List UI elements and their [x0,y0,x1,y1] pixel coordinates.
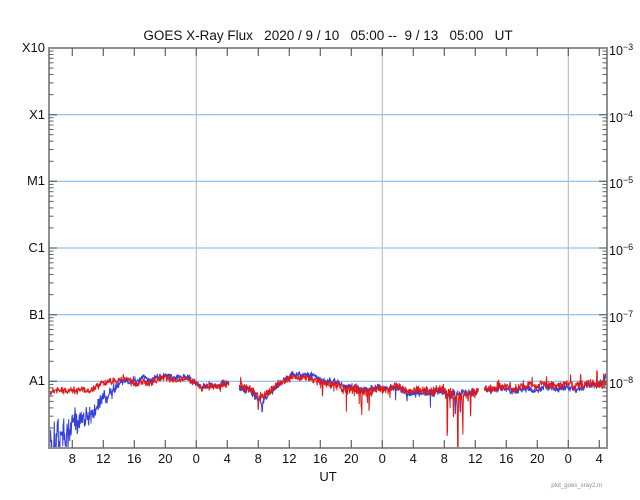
y-axis-label-c1: C1 [28,240,45,255]
x-tick-label: 16 [127,451,142,466]
x-tick-label: 0 [378,451,386,466]
y-axis-label-x10: X10 [21,40,45,55]
x-tick-label: 4 [409,451,417,466]
x-tick-label: 16 [313,451,328,466]
plot-script-watermark: plot_goes_xray2.m [551,483,602,489]
xray-flux-red-curve [238,373,479,448]
y-axis-label-m1: M1 [26,173,45,189]
x-tick-label: 8 [440,451,448,466]
exponent-base: 10 [609,177,623,192]
x-tick-label: 8 [254,451,262,466]
xray-flux-red-curve [484,370,607,393]
exponent-value: −8 [622,375,634,386]
exponent-value: −6 [622,242,634,252]
xray-flux-red-curve [49,373,230,396]
x-tick-label: 8 [68,451,76,466]
x-tick-label: 4 [223,451,231,466]
y-axis-right-label: 10−3 [609,39,633,59]
x-tick-label: 12 [282,451,297,466]
x-tick-label: 12 [468,451,483,466]
x-tick-label: 4 [595,451,603,466]
x-tick-label: 20 [344,451,359,466]
x-tick-label: 0 [192,451,200,466]
y-axis-label-b1: B1 [29,306,45,322]
x-tick-label: 20 [530,451,545,466]
y-axis-right-label: 10−5 [609,172,633,192]
exponent-base: 10 [609,310,623,325]
exponent-base: 10 [609,110,623,125]
x-tick-label: 0 [564,451,572,466]
exponent-value: −4 [622,108,634,119]
y-axis-right-label: 10−8 [609,372,633,392]
exponent-value: −3 [622,42,634,52]
y-axis-right-label: 10−4 [609,106,633,126]
chart-title: GOES X-Ray Flux 2020 / 9 / 10 05:00 -- 9… [143,28,513,43]
exponent-value: −5 [622,175,634,186]
exponent-base: 10 [609,244,623,259]
y-axis-label-a1: A1 [29,373,45,389]
y-axis-right-label: 10−7 [609,306,633,326]
exponent-value: −7 [622,308,634,319]
exponent-base: 10 [609,377,623,392]
y-axis-right-label: 10−6 [609,239,633,259]
x-axis-title: UT [319,469,337,484]
x-tick-label: 16 [499,451,514,466]
x-tick-label: 20 [158,451,173,466]
x-tick-label: 12 [96,451,111,466]
exponent-base: 10 [609,44,623,59]
y-axis-label-x1: X1 [29,106,45,122]
